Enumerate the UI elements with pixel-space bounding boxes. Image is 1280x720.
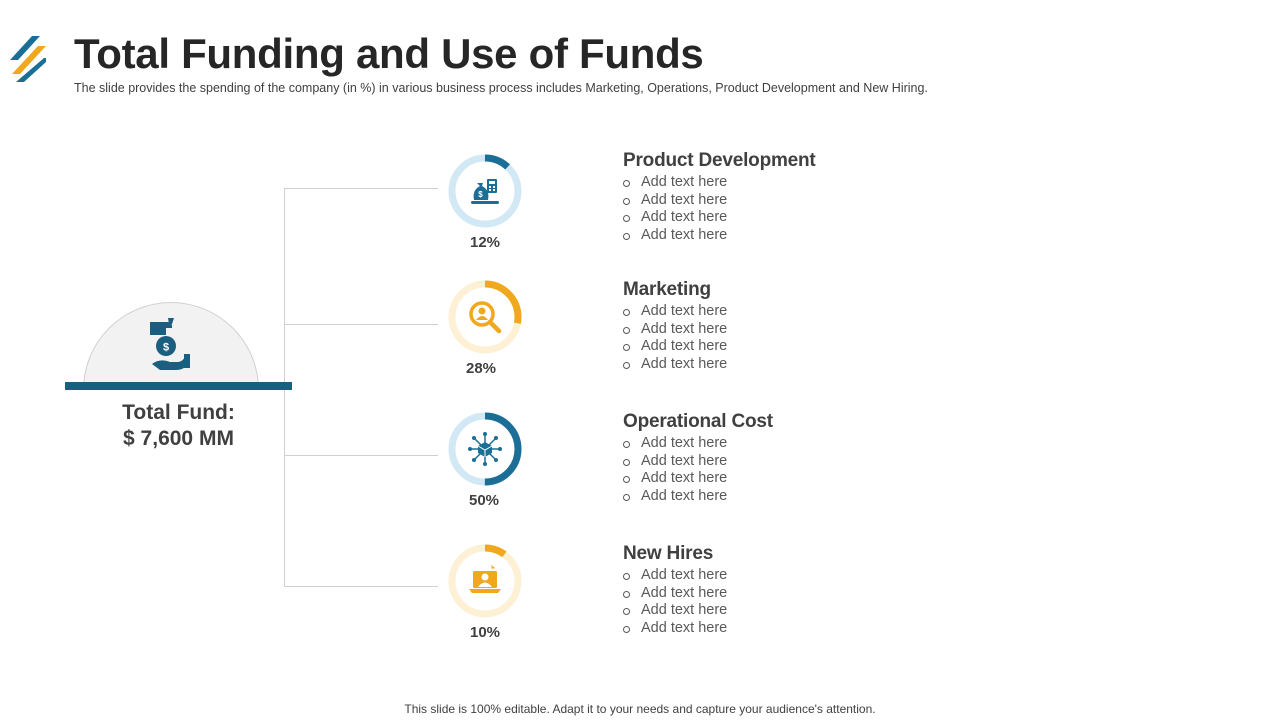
bullet-item: Add text here: [623, 602, 727, 620]
svg-text:$: $: [163, 342, 169, 354]
bullet-text: Add text here: [641, 488, 728, 505]
category-block-product-development: Product Development Add text here Add te…: [623, 150, 816, 245]
bullet-circle-icon: [623, 197, 630, 205]
bullet-circle-icon: [623, 476, 630, 484]
page-title: Total Funding and Use of Funds: [74, 30, 704, 77]
bullet-text: Add text here: [641, 452, 728, 469]
total-fund-label: Total Fund: $ 7,600 MM: [65, 400, 292, 452]
total-fund-caption: Total Fund:: [122, 401, 235, 424]
bullet-circle-icon: [623, 309, 630, 316]
bullet-text: Add text here: [641, 209, 728, 226]
bullet-circle-icon: [623, 458, 630, 466]
bullet-circle-icon: [623, 326, 630, 334]
category-block-new-hires: New Hires Add text here Add text here Ad…: [623, 543, 727, 638]
bullet-item: Add text here: [623, 174, 816, 192]
bullet-circle-icon: [623, 180, 630, 187]
bullet-circle-icon: [623, 590, 630, 598]
bullet-circle-icon: [623, 362, 630, 370]
bullet-text: Add text here: [641, 584, 728, 601]
bullet-text: Add text here: [641, 174, 728, 190]
bullet-item: Add text here: [623, 585, 727, 603]
magnifier-person-icon: [469, 301, 502, 334]
hand-money-icon: $: [150, 318, 190, 370]
bullet-text: Add text here: [641, 620, 728, 637]
bullet-text: Add text here: [641, 602, 728, 619]
svg-text:$: $: [478, 190, 483, 199]
bullet-circle-icon: [623, 215, 630, 223]
category-title: New Hires: [623, 543, 714, 564]
bullet-text: Add text here: [641, 320, 728, 337]
bullet-item: Add text here: [623, 356, 727, 374]
total-fund-bar: [65, 382, 292, 390]
page-subtitle: The slide provides the spending of the c…: [74, 81, 928, 95]
bullet-text: Add text here: [641, 356, 728, 373]
percent-label: 12%: [469, 234, 501, 251]
bullet-item: Add text here: [623, 453, 773, 471]
total-fund-value: $ 7,600 MM: [123, 427, 234, 450]
progress-ring: [448, 280, 522, 354]
progress-ring: [448, 544, 522, 618]
money-bag-calculator-icon: $: [471, 179, 499, 204]
percent-label: 50%: [468, 492, 500, 509]
bullet-item: Add text here: [623, 303, 727, 321]
brand-logo-icon: [10, 36, 46, 82]
bullet-list: Add text here Add text here Add text her…: [623, 567, 727, 638]
bullet-list: Add text here Add text here Add text her…: [623, 174, 816, 245]
progress-ring-arc: [448, 412, 522, 486]
bullet-text: Add text here: [641, 303, 728, 319]
progress-ring: [448, 412, 522, 486]
progress-ring-arc: [448, 154, 522, 228]
bullet-circle-icon: [623, 441, 630, 448]
bullet-item: Add text here: [623, 321, 727, 339]
bullet-circle-icon: [623, 494, 630, 502]
category-title: Product Development: [623, 150, 816, 171]
bullet-circle-icon: [623, 233, 630, 241]
bullet-list: Add text here Add text here Add text her…: [623, 303, 727, 374]
bullet-text: Add text here: [641, 470, 728, 487]
bullet-item: Add text here: [623, 470, 773, 488]
category-block-marketing: Marketing Add text here Add text here Ad…: [623, 279, 727, 374]
percent-label: 10%: [469, 624, 501, 641]
bullet-item: Add text here: [623, 620, 727, 638]
category-title: Marketing: [623, 279, 711, 300]
bullet-text: Add text here: [641, 567, 728, 583]
bullet-item: Add text here: [623, 338, 727, 356]
bullet-text: Add text here: [641, 338, 728, 355]
bullet-text: Add text here: [641, 435, 728, 451]
bullet-item: Add text here: [623, 488, 773, 506]
bullet-circle-icon: [623, 626, 630, 634]
hiring-laptop-icon: [469, 565, 501, 593]
bullet-text: Add text here: [641, 191, 728, 208]
bullet-item: Add text here: [623, 209, 816, 227]
bullet-circle-icon: [623, 344, 630, 352]
bullet-text: Add text here: [641, 227, 728, 244]
bullet-list: Add text here Add text here Add text her…: [623, 435, 773, 506]
bullet-item: Add text here: [623, 192, 816, 210]
progress-ring-arc: [448, 280, 522, 354]
progress-ring: [448, 154, 522, 228]
bullet-circle-icon: [623, 608, 630, 616]
bullet-item: Add text here: [623, 435, 773, 453]
bullet-circle-icon: [623, 573, 630, 580]
category-title: Operational Cost: [623, 411, 773, 432]
footer-note: This slide is 100% editable. Adapt it to…: [404, 702, 876, 716]
progress-ring-arc: [448, 544, 522, 618]
bullet-item: Add text here: [623, 567, 727, 585]
network-hub-icon: [468, 432, 502, 466]
percent-label: 28%: [465, 360, 497, 377]
bullet-item: Add text here: [623, 227, 816, 245]
category-block-operational-cost: Operational Cost Add text here Add text …: [623, 411, 773, 506]
